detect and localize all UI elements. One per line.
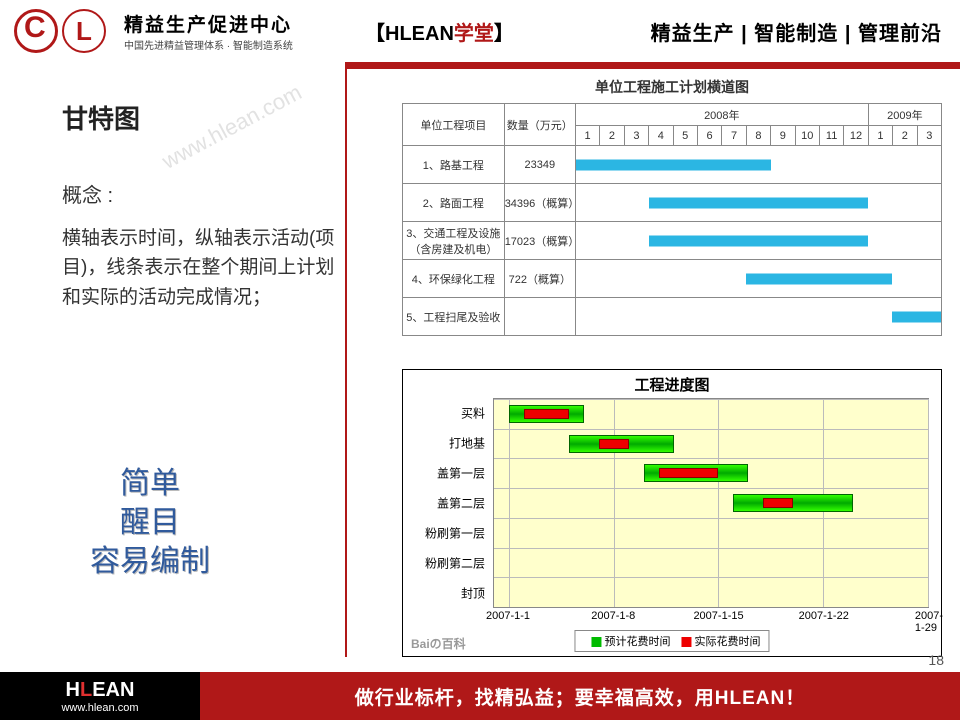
gantt2-ylabels: 买料打地基盖第一层盖第二层粉刷第一层粉刷第二层封顶 — [403, 398, 491, 608]
gantt1-title: 单位工程施工计划横道图 — [402, 77, 942, 97]
footer: 18 HLEAN www.hlean.com 做行业标杆，找精弘益；要幸福高效，… — [0, 657, 960, 720]
gantt2-title: 工程进度图 — [403, 370, 941, 399]
header: L 精益生产促进中心 中国先进精益管理体系 · 智能制造系统 【HLEAN学堂】… — [0, 0, 960, 62]
baidu-watermark: Baiの百科 — [411, 635, 466, 652]
gantt1-table: 单位工程项目数量（万元）2008年2009年123456789101112123… — [402, 103, 942, 336]
concept-label: 概念 : — [62, 179, 113, 208]
logo-subtitle: 中国先进精益管理体系 · 智能制造系统 — [124, 37, 345, 52]
footer-slogan: 做行业标杆，找精弘益；要幸福高效，用HLEAN！ — [200, 672, 960, 720]
header-divider — [0, 62, 960, 69]
keywords: 简单 醒目 容易编制 — [90, 464, 210, 581]
content: 甘特图 www.hlean.com 概念 : 横轴表示时间，纵轴表示活动(项目)… — [0, 69, 960, 657]
gantt2-legend: 预计花费时间 实际花费时间 — [574, 630, 769, 652]
footer-brand-box: HLEAN www.hlean.com — [0, 672, 200, 720]
keyword-1: 简单 — [90, 464, 210, 503]
watermark: www.hlean.com — [158, 79, 306, 174]
gantt2-plot — [493, 398, 929, 608]
logo-c-icon — [14, 9, 58, 53]
brand-tag: 【HLEAN学堂】 — [365, 17, 514, 46]
page-title: 甘特图 — [62, 99, 140, 136]
tagline: 精益生产 | 智能制造 | 管理前沿 — [651, 17, 942, 46]
legend-swatch-actual — [682, 637, 692, 647]
gantt-chart-top: 单位工程施工计划横道图 单位工程项目数量（万元）2008年2009年123456… — [402, 77, 942, 367]
footer-url: www.hlean.com — [61, 702, 138, 714]
logo-l-icon: L — [62, 9, 106, 53]
gantt2-xlabels: 2007-1-12007-1-82007-1-152007-1-222007-1… — [493, 610, 929, 626]
concept-body: 横轴表示时间，纵轴表示活动(项目)，线条表示在整个期间上计划和实际的活动完成情况… — [62, 224, 337, 312]
logo-title: 精益生产促进中心 — [124, 10, 345, 37]
gantt-chart-bottom: 工程进度图 买料打地基盖第一层盖第二层粉刷第一层粉刷第二层封顶 2007-1-1… — [402, 369, 942, 657]
page-number: 18 — [928, 652, 944, 668]
footer-brand: HLEAN — [66, 679, 135, 702]
logo-text: 精益生产促进中心 中国先进精益管理体系 · 智能制造系统 — [120, 0, 345, 62]
keyword-3: 容易编制 — [90, 542, 210, 581]
logo-mark: L — [0, 0, 120, 62]
legend-swatch-plan — [591, 637, 601, 647]
keyword-2: 醒目 — [90, 503, 210, 542]
